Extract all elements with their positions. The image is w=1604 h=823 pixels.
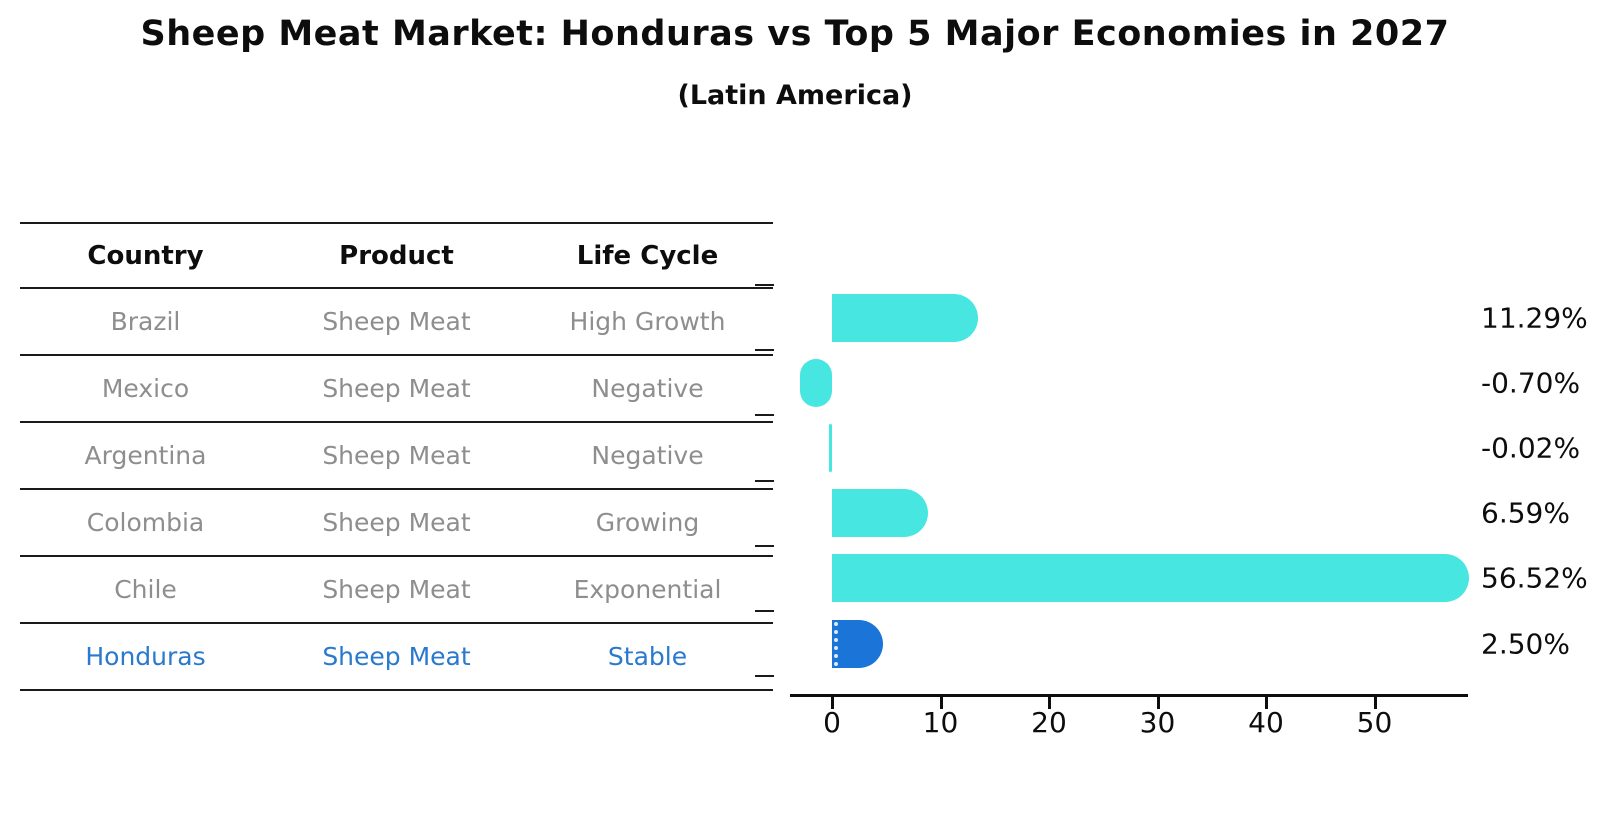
x-axis-tick-label: 10 xyxy=(922,706,959,739)
table-row-honduras: Honduras Sheep Meat Stable xyxy=(20,624,773,691)
cell-product: Sheep Meat xyxy=(322,441,471,470)
cell-life-cycle: Negative xyxy=(591,374,704,403)
chart-title: Sheep Meat Market: Honduras vs Top 5 Maj… xyxy=(140,14,1450,54)
chart-subtitle: (Latin America) xyxy=(677,80,913,111)
cell-country: Chile xyxy=(114,575,177,604)
y-axis-tick xyxy=(755,479,774,482)
table-row-argentina: Argentina Sheep Meat Negative xyxy=(20,423,773,490)
x-axis-tick xyxy=(1048,697,1051,709)
cell-product: Sheep Meat xyxy=(322,374,471,403)
cell-life-cycle: Stable xyxy=(607,642,688,671)
x-axis-tick xyxy=(1156,697,1160,709)
cell-product: Sheep Meat xyxy=(322,575,471,604)
bar-argentina xyxy=(829,424,832,472)
table-header-row: Country Product Life Cycle xyxy=(20,222,773,289)
column-header-life-cycle: Life Cycle xyxy=(576,240,719,271)
x-axis-tick-label: 20 xyxy=(1031,706,1067,739)
table-row-mexico: Mexico Sheep Meat Negative xyxy=(20,356,773,423)
cell-life-cycle: High Growth xyxy=(569,307,726,336)
bar-colombia xyxy=(832,489,928,538)
cell-country: Argentina xyxy=(84,441,207,470)
bar-honduras xyxy=(832,619,884,668)
bar-chile xyxy=(832,554,1470,603)
cell-product: Sheep Meat xyxy=(322,508,471,537)
cell-life-cycle: Exponential xyxy=(573,575,722,604)
value-label-brazil: 11.29% xyxy=(1481,301,1588,335)
x-axis-tick-label: 50 xyxy=(1356,706,1393,739)
cell-country: Mexico xyxy=(101,374,190,403)
table-row-chile: Chile Sheep Meat Exponential xyxy=(20,557,773,624)
y-axis-tick xyxy=(755,544,774,547)
x-axis-tick-label: 0 xyxy=(823,706,841,739)
data-table: Country Product Life Cycle Brazil Sheep Meat… xyxy=(20,222,773,691)
y-axis-tick xyxy=(755,349,774,352)
table-row-brazil: Brazil Sheep Meat High Growth xyxy=(20,289,773,356)
cell-life-cycle: Growing xyxy=(595,508,700,537)
cell-country: Colombia xyxy=(86,508,205,537)
cell-product: Sheep Meat xyxy=(322,642,471,671)
value-label-chile: 56.52% xyxy=(1481,561,1588,595)
value-label-colombia: 6.59% xyxy=(1481,496,1570,530)
column-header-product: Product xyxy=(339,240,454,271)
y-axis-tick xyxy=(755,675,774,678)
x-axis-tick xyxy=(939,697,943,709)
table-row-colombia: Colombia Sheep Meat Growing xyxy=(20,490,773,557)
bar-mexico xyxy=(800,358,832,407)
value-label-honduras: 2.50% xyxy=(1481,627,1570,661)
x-axis-tick xyxy=(1265,697,1268,709)
bar-brazil xyxy=(832,293,979,342)
highlight-bar-dotted-edge xyxy=(834,621,838,666)
cell-life-cycle: Negative xyxy=(591,441,704,470)
x-axis-tick xyxy=(831,697,834,709)
value-label-mexico: -0.70% xyxy=(1481,366,1581,400)
cell-country: Brazil xyxy=(110,307,181,336)
x-axis-tick xyxy=(1373,697,1377,709)
x-axis-tick-label: 40 xyxy=(1248,706,1284,739)
value-label-argentina: -0.02% xyxy=(1481,431,1581,465)
y-axis-tick xyxy=(755,284,774,286)
x-axis-tick-label: 30 xyxy=(1139,706,1176,739)
y-axis-tick xyxy=(755,610,774,612)
cell-product: Sheep Meat xyxy=(322,307,471,336)
x-axis-line xyxy=(790,694,1468,697)
y-axis-tick xyxy=(755,414,774,417)
column-header-country: Country xyxy=(87,240,204,271)
cell-country: Honduras xyxy=(85,642,206,671)
